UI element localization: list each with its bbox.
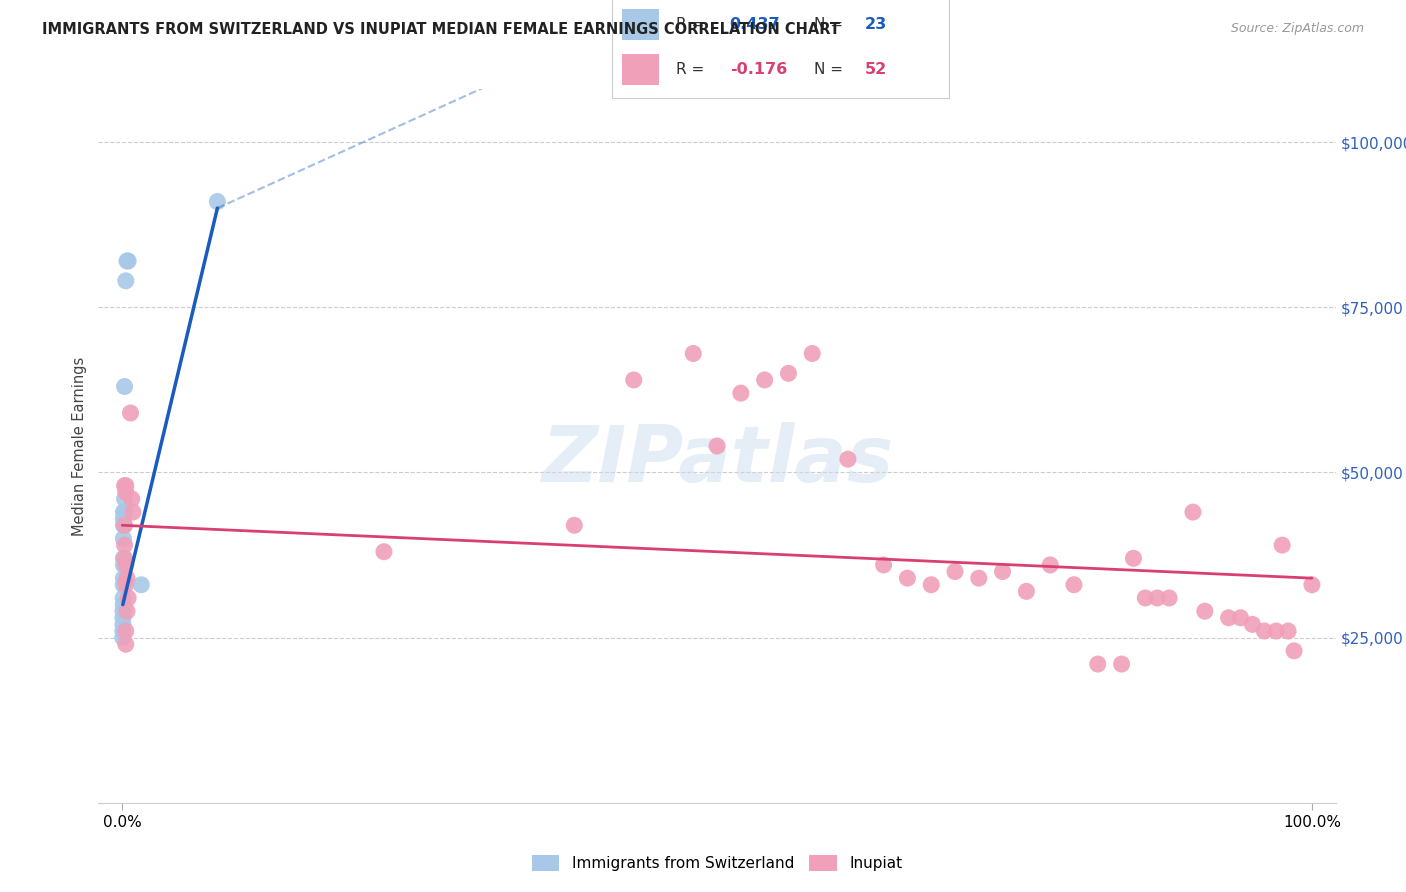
Text: 23: 23 <box>865 17 887 32</box>
Point <box>207 194 229 209</box>
Point <box>111 617 134 632</box>
Point <box>112 598 135 612</box>
Point <box>114 379 136 393</box>
Point <box>373 545 395 559</box>
Point <box>837 452 859 467</box>
FancyBboxPatch shape <box>621 54 659 85</box>
Point <box>991 565 1014 579</box>
Point <box>115 571 138 585</box>
Point <box>1194 604 1216 618</box>
Point <box>872 558 894 572</box>
Point <box>562 518 585 533</box>
Point <box>1063 578 1085 592</box>
Point <box>706 439 728 453</box>
Point <box>1159 591 1181 605</box>
Text: R =: R = <box>676 62 709 77</box>
Text: R =: R = <box>676 17 709 32</box>
Point <box>1122 551 1144 566</box>
Point <box>114 538 136 552</box>
Point <box>117 254 139 268</box>
Point <box>112 558 135 572</box>
Point <box>112 551 135 566</box>
Point <box>114 637 136 651</box>
Y-axis label: Median Female Earnings: Median Female Earnings <box>72 357 87 535</box>
Point <box>1015 584 1038 599</box>
Point <box>943 565 966 579</box>
Point <box>112 532 135 546</box>
Point <box>1277 624 1299 638</box>
Point <box>1229 611 1251 625</box>
Point <box>114 558 136 572</box>
Point <box>1181 505 1204 519</box>
Point <box>1241 617 1264 632</box>
Point <box>111 611 134 625</box>
Point <box>920 578 942 592</box>
Point <box>114 505 136 519</box>
Text: ZIPatlas: ZIPatlas <box>541 422 893 499</box>
Point <box>623 373 645 387</box>
Point <box>1271 538 1294 552</box>
FancyBboxPatch shape <box>621 9 659 39</box>
Text: 52: 52 <box>865 62 887 77</box>
Point <box>112 505 135 519</box>
Text: N =: N = <box>814 17 848 32</box>
Point <box>1039 558 1062 572</box>
Point <box>111 631 134 645</box>
Text: -0.176: -0.176 <box>730 62 787 77</box>
Point <box>1282 644 1305 658</box>
Point <box>1253 624 1275 638</box>
Point <box>114 518 136 533</box>
Point <box>111 624 134 638</box>
Text: N =: N = <box>814 62 848 77</box>
Point <box>754 373 776 387</box>
Point <box>114 578 136 592</box>
Point <box>967 571 990 585</box>
Point <box>112 591 135 605</box>
Point <box>730 386 752 401</box>
Point <box>112 571 135 585</box>
Point <box>682 346 704 360</box>
Point <box>1301 578 1323 592</box>
Point <box>114 491 136 506</box>
Point <box>111 604 134 618</box>
Point <box>121 491 143 506</box>
Point <box>115 604 138 618</box>
Point <box>112 511 135 525</box>
Point <box>129 578 152 592</box>
Point <box>114 478 136 492</box>
Point <box>1087 657 1109 671</box>
Point <box>117 591 139 605</box>
Point <box>114 478 136 492</box>
Point <box>114 274 136 288</box>
Text: Source: ZipAtlas.com: Source: ZipAtlas.com <box>1230 22 1364 36</box>
Point <box>1111 657 1133 671</box>
Point <box>778 367 800 381</box>
Legend: Immigrants from Switzerland, Inupiat: Immigrants from Switzerland, Inupiat <box>526 849 908 877</box>
Point <box>114 624 136 638</box>
Point <box>801 346 824 360</box>
Point <box>1218 611 1240 625</box>
Text: IMMIGRANTS FROM SWITZERLAND VS INUPIAT MEDIAN FEMALE EARNINGS CORRELATION CHART: IMMIGRANTS FROM SWITZERLAND VS INUPIAT M… <box>42 22 841 37</box>
Point <box>114 485 136 500</box>
Point <box>112 578 135 592</box>
Point <box>114 551 136 566</box>
Point <box>120 406 142 420</box>
Point <box>1135 591 1157 605</box>
Point <box>112 518 135 533</box>
Point <box>896 571 918 585</box>
Point <box>122 505 145 519</box>
Text: 0.437: 0.437 <box>730 17 780 32</box>
Point <box>1265 624 1288 638</box>
Point <box>1146 591 1168 605</box>
Point <box>115 254 138 268</box>
